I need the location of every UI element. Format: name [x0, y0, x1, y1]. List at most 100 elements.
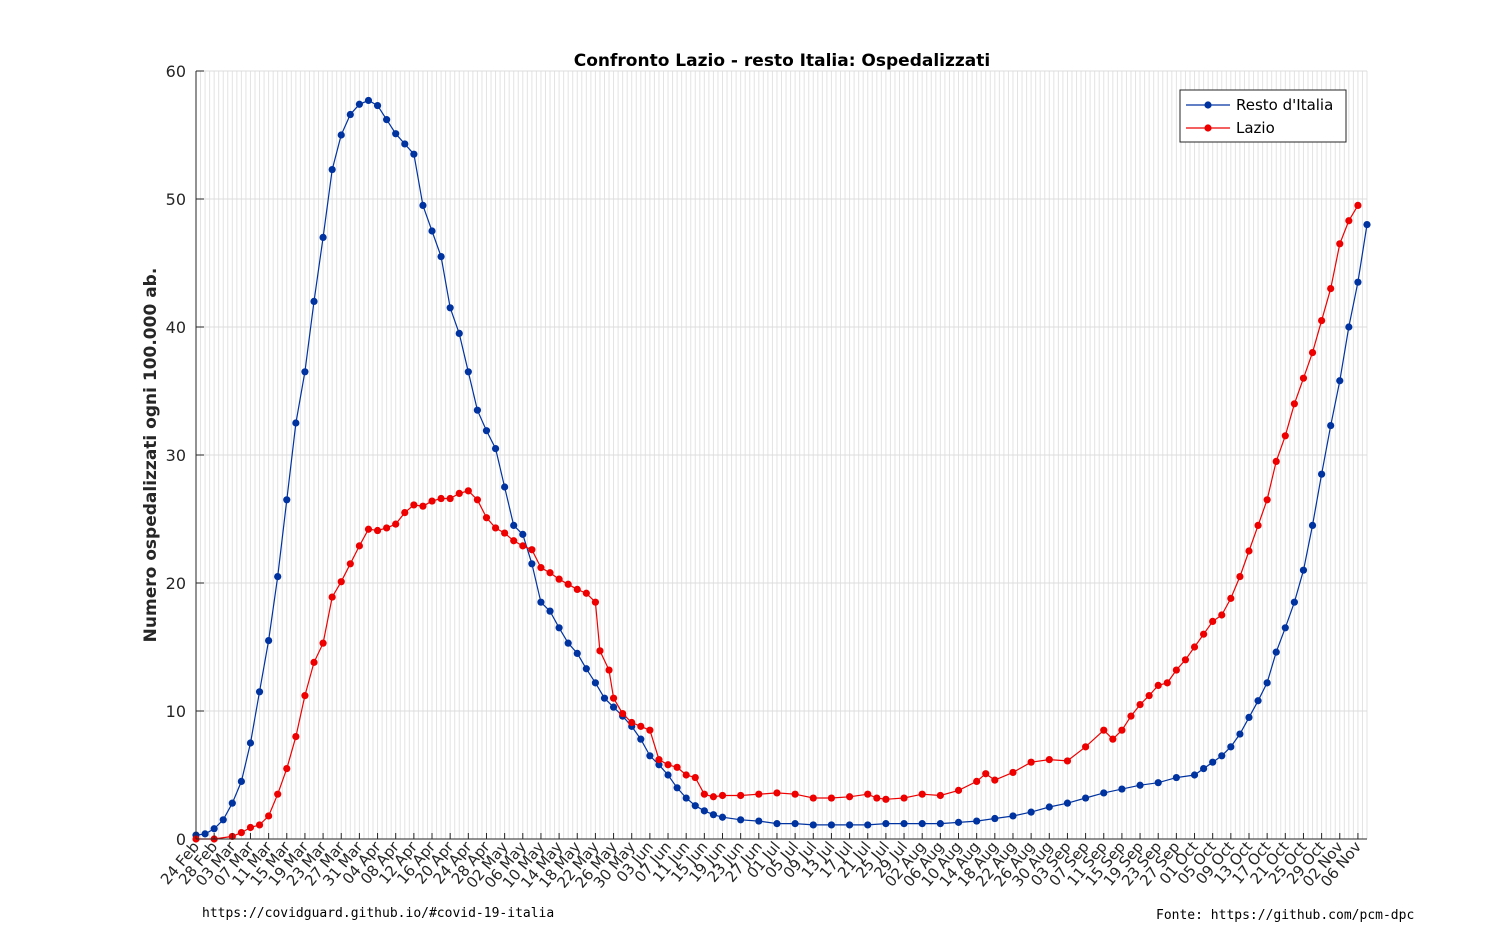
data-point-lazio [274, 790, 282, 798]
data-point-lazio [1336, 240, 1344, 248]
legend: Resto d'Italia Lazio [1179, 89, 1347, 143]
legend-label: Resto d'Italia [1236, 96, 1333, 114]
data-point-lazio [265, 812, 273, 820]
data-point-resto-italia [1100, 789, 1108, 797]
data-point-resto-italia [936, 820, 944, 828]
data-point-lazio [1318, 317, 1326, 325]
data-point-lazio [510, 537, 518, 545]
data-point-resto-italia [246, 739, 255, 747]
data-point-lazio [1127, 712, 1135, 720]
data-point-resto-italia [664, 771, 672, 779]
data-point-resto-italia [301, 368, 309, 376]
data-point-lazio [491, 524, 500, 532]
data-point-resto-italia [700, 807, 708, 815]
data-point-resto-italia [609, 703, 618, 711]
data-point-resto-italia [1308, 521, 1317, 530]
data-point-lazio [455, 489, 463, 497]
data-point-lazio [1136, 701, 1144, 709]
data-point-lazio [1109, 735, 1117, 743]
data-point-resto-italia [428, 227, 436, 235]
data-point-lazio [1063, 757, 1072, 765]
data-point-resto-italia [755, 817, 763, 825]
data-point-resto-italia [201, 830, 209, 838]
data-point-resto-italia [1272, 648, 1280, 656]
data-point-lazio [392, 520, 400, 528]
data-point-resto-italia [265, 637, 273, 645]
data-point-resto-italia [364, 96, 373, 105]
data-point-resto-italia [219, 816, 227, 824]
data-point-lazio [1236, 573, 1244, 581]
data-point-lazio [337, 578, 345, 586]
data-point-lazio [809, 794, 817, 802]
y-tick-label: 30 [166, 446, 186, 465]
data-point-resto-italia [373, 101, 382, 110]
data-point-resto-italia [392, 130, 400, 138]
data-point-lazio [1100, 726, 1108, 734]
data-point-lazio [845, 793, 854, 801]
data-point-lazio [1299, 374, 1308, 382]
data-point-resto-italia [591, 679, 600, 687]
data-point-lazio [936, 791, 944, 800]
data-point-lazio [1181, 656, 1190, 664]
data-point-lazio [1281, 432, 1289, 440]
data-point-lazio [1227, 594, 1235, 602]
y-tick-label: 60 [166, 62, 186, 81]
data-point-lazio [383, 524, 391, 532]
data-point-resto-italia [1045, 803, 1053, 811]
data-point-lazio [283, 765, 291, 773]
data-point-resto-italia [600, 694, 609, 702]
y-tick-label: 50 [166, 190, 186, 209]
data-point-lazio [1045, 756, 1053, 764]
data-point-lazio [573, 585, 581, 594]
footer-source-right: Fonte: https://github.com/pcm-dpc [1156, 908, 1415, 923]
data-point-resto-italia [1363, 221, 1371, 229]
data-point-lazio [982, 770, 990, 778]
data-point-lazio [1209, 617, 1217, 626]
data-point-lazio [501, 529, 509, 537]
data-point-resto-italia [210, 825, 218, 833]
data-point-resto-italia [482, 427, 491, 435]
data-point-resto-italia [864, 821, 872, 829]
data-point-lazio [528, 546, 536, 554]
data-point-lazio [1027, 758, 1035, 766]
data-point-lazio [446, 494, 454, 503]
data-point-resto-italia [1081, 794, 1090, 802]
data-point-lazio [246, 823, 255, 832]
data-point-lazio [1354, 201, 1362, 209]
data-point-resto-italia [228, 799, 236, 807]
data-point-lazio [292, 733, 300, 741]
data-point-resto-italia [1200, 765, 1208, 773]
data-point-resto-italia [1009, 812, 1017, 820]
data-point-resto-italia [319, 233, 327, 241]
data-point-lazio [591, 598, 600, 606]
data-point-lazio [637, 722, 645, 730]
data-point-lazio [464, 487, 472, 495]
data-point-lazio [310, 658, 318, 666]
data-point-lazio [609, 694, 618, 702]
data-point-resto-italia [791, 820, 799, 828]
data-point-lazio [1118, 726, 1126, 734]
data-point-lazio [691, 773, 699, 782]
data-point-resto-italia [473, 406, 482, 414]
data-point-resto-italia [337, 131, 345, 139]
data-point-resto-italia [1327, 421, 1335, 430]
data-point-lazio [682, 771, 690, 779]
data-point-lazio [700, 790, 708, 798]
data-point-resto-italia [237, 777, 245, 786]
data-point-lazio [827, 794, 836, 802]
data-point-lazio [596, 647, 604, 655]
data-point-lazio [954, 786, 963, 794]
y-tick-label: 0 [176, 830, 186, 849]
data-point-lazio [555, 575, 563, 583]
data-point-lazio [918, 790, 926, 798]
data-point-lazio [537, 564, 545, 572]
data-point-lazio [1190, 643, 1199, 651]
data-point-lazio [364, 525, 373, 533]
data-point-lazio [1308, 349, 1317, 357]
data-point-resto-italia [1254, 697, 1262, 705]
data-point-resto-italia [773, 820, 781, 828]
data-point-resto-italia [1190, 771, 1199, 779]
data-point-resto-italia [1236, 730, 1244, 738]
